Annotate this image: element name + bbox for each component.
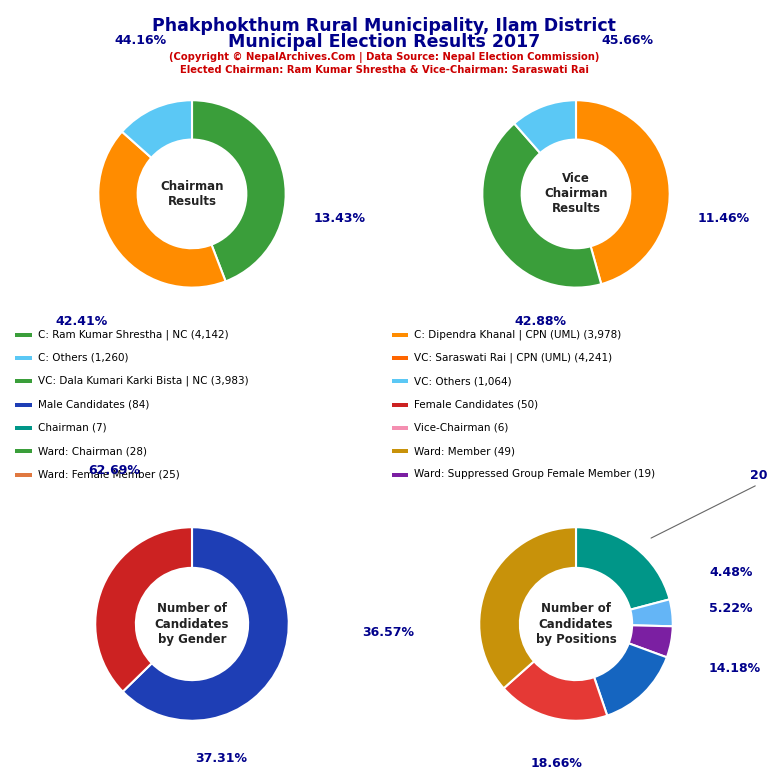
Bar: [392, 426, 408, 430]
Wedge shape: [98, 131, 226, 287]
Bar: [15, 333, 31, 336]
Text: 20.90%: 20.90%: [651, 468, 768, 538]
Wedge shape: [629, 625, 673, 657]
Text: Elected Chairman: Ram Kumar Shrestha & Vice-Chairman: Saraswati Rai: Elected Chairman: Ram Kumar Shrestha & V…: [180, 65, 588, 74]
Text: VC: Saraswati Rai | CPN (UML) (4,241): VC: Saraswati Rai | CPN (UML) (4,241): [414, 353, 612, 363]
Wedge shape: [95, 527, 192, 692]
Text: 18.66%: 18.66%: [531, 756, 583, 768]
Wedge shape: [122, 101, 192, 157]
Text: 14.18%: 14.18%: [709, 662, 761, 675]
Text: 36.57%: 36.57%: [362, 626, 414, 639]
Text: Female Candidates (50): Female Candidates (50): [414, 399, 538, 409]
Text: Ward: Suppressed Group Female Member (19): Ward: Suppressed Group Female Member (19…: [414, 469, 655, 479]
Text: VC: Others (1,064): VC: Others (1,064): [414, 376, 511, 386]
Text: Chairman
Results: Chairman Results: [161, 180, 223, 208]
Bar: [392, 402, 408, 406]
Wedge shape: [192, 101, 286, 281]
Wedge shape: [594, 644, 667, 716]
Bar: [392, 333, 408, 336]
Wedge shape: [631, 599, 673, 626]
Text: Ward: Female Member (25): Ward: Female Member (25): [38, 469, 180, 479]
Wedge shape: [515, 101, 576, 153]
Text: Ward: Chairman (28): Ward: Chairman (28): [38, 446, 147, 456]
Text: Vice
Chairman
Results: Vice Chairman Results: [545, 173, 607, 215]
Bar: [392, 473, 408, 476]
Wedge shape: [504, 661, 607, 720]
Text: Ward: Member (49): Ward: Member (49): [414, 446, 515, 456]
Wedge shape: [576, 527, 670, 610]
Text: 37.31%: 37.31%: [195, 752, 247, 765]
Bar: [392, 449, 408, 453]
Bar: [15, 426, 31, 430]
Wedge shape: [576, 101, 670, 284]
Text: Number of
Candidates
by Gender: Number of Candidates by Gender: [154, 603, 230, 645]
Bar: [392, 356, 408, 360]
Text: Number of
Candidates
by Positions: Number of Candidates by Positions: [535, 603, 617, 645]
Bar: [15, 473, 31, 476]
Wedge shape: [123, 527, 289, 720]
Bar: [15, 449, 31, 453]
Text: 13.43%: 13.43%: [314, 212, 366, 225]
Bar: [15, 402, 31, 406]
Bar: [392, 379, 408, 383]
Text: C: Others (1,260): C: Others (1,260): [38, 353, 128, 362]
Text: 45.66%: 45.66%: [601, 34, 654, 47]
Text: Phakphokthum Rural Municipality, Ilam District: Phakphokthum Rural Municipality, Ilam Di…: [152, 17, 616, 35]
Text: Chairman (7): Chairman (7): [38, 422, 107, 433]
Text: 42.41%: 42.41%: [56, 315, 108, 328]
Text: 62.69%: 62.69%: [88, 464, 141, 477]
Text: 44.16%: 44.16%: [114, 34, 167, 47]
Text: 42.88%: 42.88%: [515, 315, 567, 328]
Text: 5.22%: 5.22%: [709, 602, 753, 615]
Wedge shape: [482, 124, 601, 287]
Text: VC: Dala Kumari Karki Bista | NC (3,983): VC: Dala Kumari Karki Bista | NC (3,983): [38, 376, 248, 386]
Bar: [15, 356, 31, 360]
Text: Vice-Chairman (6): Vice-Chairman (6): [414, 422, 508, 433]
Bar: [15, 379, 31, 383]
Text: Municipal Election Results 2017: Municipal Election Results 2017: [228, 33, 540, 51]
Text: (Copyright © NepalArchives.Com | Data Source: Nepal Election Commission): (Copyright © NepalArchives.Com | Data So…: [169, 51, 599, 62]
Text: C: Dipendra Khanal | CPN (UML) (3,978): C: Dipendra Khanal | CPN (UML) (3,978): [414, 329, 621, 339]
Text: 11.46%: 11.46%: [698, 212, 750, 225]
Text: 4.48%: 4.48%: [709, 565, 753, 578]
Text: C: Ram Kumar Shrestha | NC (4,142): C: Ram Kumar Shrestha | NC (4,142): [38, 329, 228, 339]
Wedge shape: [479, 527, 576, 688]
Text: Male Candidates (84): Male Candidates (84): [38, 399, 149, 409]
